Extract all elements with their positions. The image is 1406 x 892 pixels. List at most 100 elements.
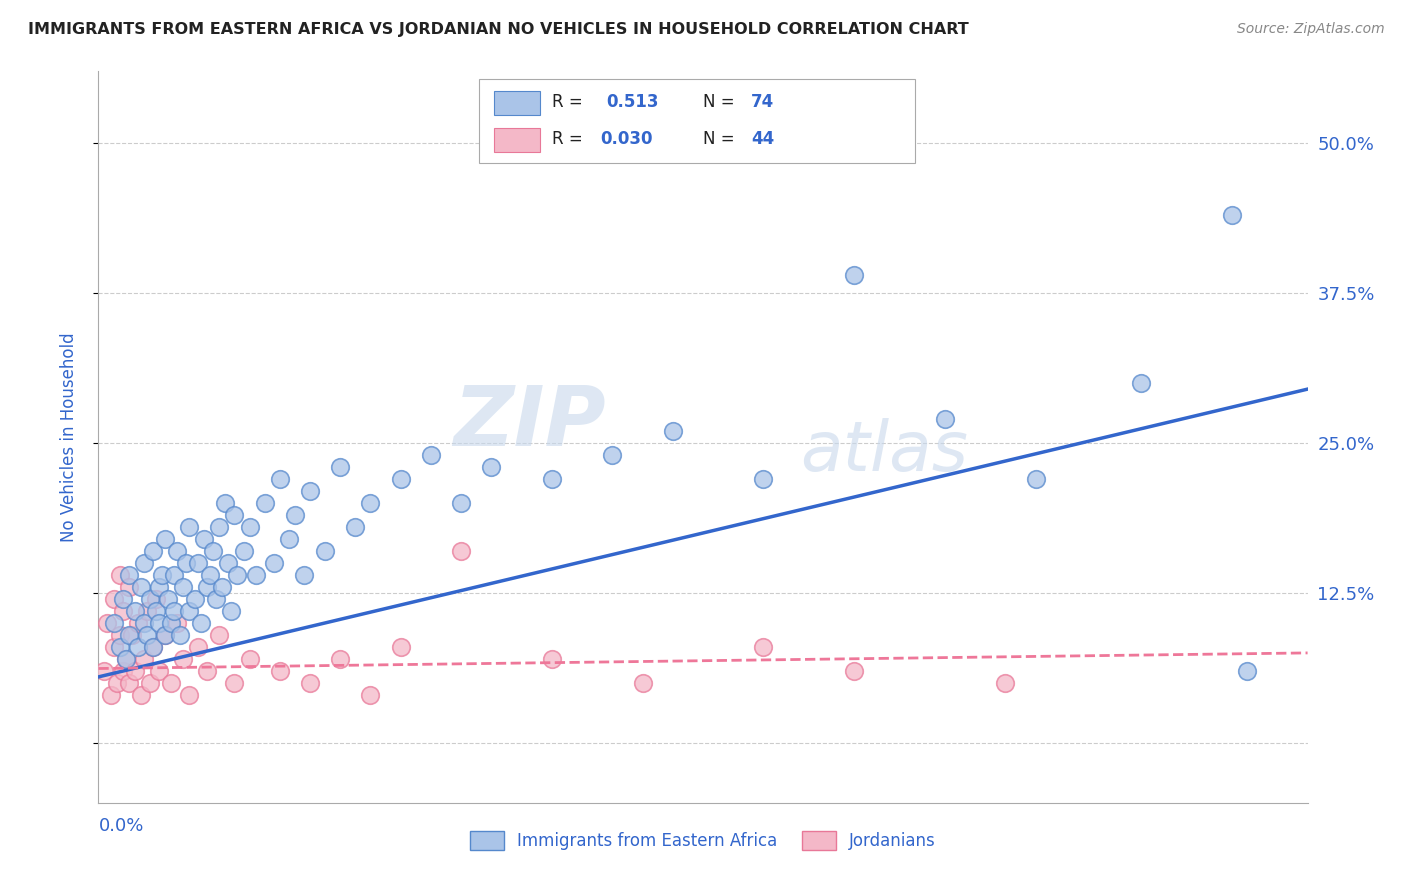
Point bbox=[93, 664, 115, 678]
Point bbox=[108, 568, 131, 582]
Point bbox=[163, 604, 186, 618]
Text: N =: N = bbox=[703, 130, 734, 148]
Point bbox=[329, 460, 352, 475]
Point bbox=[132, 615, 155, 630]
Point bbox=[224, 508, 246, 522]
Point bbox=[156, 591, 179, 606]
Point bbox=[844, 664, 866, 678]
Point bbox=[360, 496, 382, 510]
Point bbox=[540, 652, 562, 666]
Point bbox=[114, 652, 136, 666]
Point bbox=[111, 664, 134, 678]
Point bbox=[1236, 664, 1258, 678]
Point bbox=[450, 544, 472, 558]
Point bbox=[108, 640, 131, 654]
Point bbox=[124, 664, 146, 678]
Point bbox=[172, 580, 194, 594]
Point bbox=[129, 688, 152, 702]
Point bbox=[184, 591, 207, 606]
Text: 0.0%: 0.0% bbox=[98, 817, 143, 836]
Text: 0.030: 0.030 bbox=[600, 130, 652, 148]
Y-axis label: No Vehicles in Household: No Vehicles in Household bbox=[59, 332, 77, 542]
Point bbox=[108, 628, 131, 642]
Point bbox=[934, 412, 956, 426]
Point bbox=[100, 688, 122, 702]
Point bbox=[187, 640, 209, 654]
Point bbox=[179, 688, 201, 702]
Point bbox=[145, 591, 167, 606]
Text: R =: R = bbox=[551, 130, 582, 148]
Point bbox=[135, 604, 157, 618]
Point bbox=[299, 676, 322, 690]
Bar bbox=[479, 78, 915, 163]
Point bbox=[329, 652, 352, 666]
Point bbox=[132, 652, 155, 666]
Legend: Immigrants from Eastern Africa, Jordanians: Immigrants from Eastern Africa, Jordania… bbox=[464, 824, 942, 856]
Point bbox=[208, 520, 231, 534]
Point bbox=[166, 615, 188, 630]
Point bbox=[208, 628, 231, 642]
Point bbox=[148, 615, 170, 630]
Point bbox=[239, 652, 262, 666]
Point bbox=[150, 568, 173, 582]
Text: atlas: atlas bbox=[800, 418, 967, 485]
Point bbox=[994, 676, 1017, 690]
Text: 74: 74 bbox=[751, 94, 775, 112]
Point bbox=[118, 676, 141, 690]
Point bbox=[163, 568, 186, 582]
Text: N =: N = bbox=[703, 94, 734, 112]
Bar bbox=[494, 90, 540, 115]
Point bbox=[142, 640, 165, 654]
Text: Source: ZipAtlas.com: Source: ZipAtlas.com bbox=[1237, 22, 1385, 37]
Point bbox=[121, 628, 143, 642]
Point bbox=[1220, 208, 1243, 222]
Point bbox=[631, 676, 654, 690]
Point bbox=[153, 532, 176, 546]
Text: R =: R = bbox=[551, 94, 582, 112]
Point bbox=[389, 472, 412, 486]
Point bbox=[118, 568, 141, 582]
Point bbox=[284, 508, 307, 522]
Point bbox=[217, 556, 239, 570]
Point bbox=[844, 268, 866, 283]
Point bbox=[263, 556, 285, 570]
Point bbox=[420, 448, 443, 462]
Point bbox=[360, 688, 382, 702]
Point bbox=[314, 544, 336, 558]
Point bbox=[344, 520, 367, 534]
Point bbox=[389, 640, 412, 654]
Point bbox=[153, 628, 176, 642]
Point bbox=[450, 496, 472, 510]
Point bbox=[1130, 376, 1153, 391]
Point bbox=[172, 652, 194, 666]
Point bbox=[253, 496, 276, 510]
Point bbox=[1024, 472, 1046, 486]
Point bbox=[269, 664, 291, 678]
Point bbox=[129, 580, 152, 594]
Point bbox=[160, 615, 183, 630]
Point bbox=[292, 568, 315, 582]
Point bbox=[118, 580, 141, 594]
Point bbox=[153, 628, 176, 642]
Point bbox=[752, 472, 775, 486]
Point bbox=[103, 640, 125, 654]
Point bbox=[169, 628, 191, 642]
Point bbox=[214, 496, 236, 510]
Point bbox=[145, 604, 167, 618]
Point bbox=[245, 568, 267, 582]
Point bbox=[127, 615, 149, 630]
Point bbox=[481, 460, 503, 475]
Point bbox=[135, 628, 157, 642]
Point bbox=[127, 640, 149, 654]
Point bbox=[132, 556, 155, 570]
Point bbox=[148, 664, 170, 678]
Text: 0.513: 0.513 bbox=[606, 94, 659, 112]
Point bbox=[226, 568, 249, 582]
Point bbox=[540, 472, 562, 486]
Text: IMMIGRANTS FROM EASTERN AFRICA VS JORDANIAN NO VEHICLES IN HOUSEHOLD CORRELATION: IMMIGRANTS FROM EASTERN AFRICA VS JORDAN… bbox=[28, 22, 969, 37]
Point bbox=[221, 604, 243, 618]
Point bbox=[179, 520, 201, 534]
Point bbox=[195, 664, 218, 678]
Point bbox=[232, 544, 254, 558]
Point bbox=[114, 652, 136, 666]
